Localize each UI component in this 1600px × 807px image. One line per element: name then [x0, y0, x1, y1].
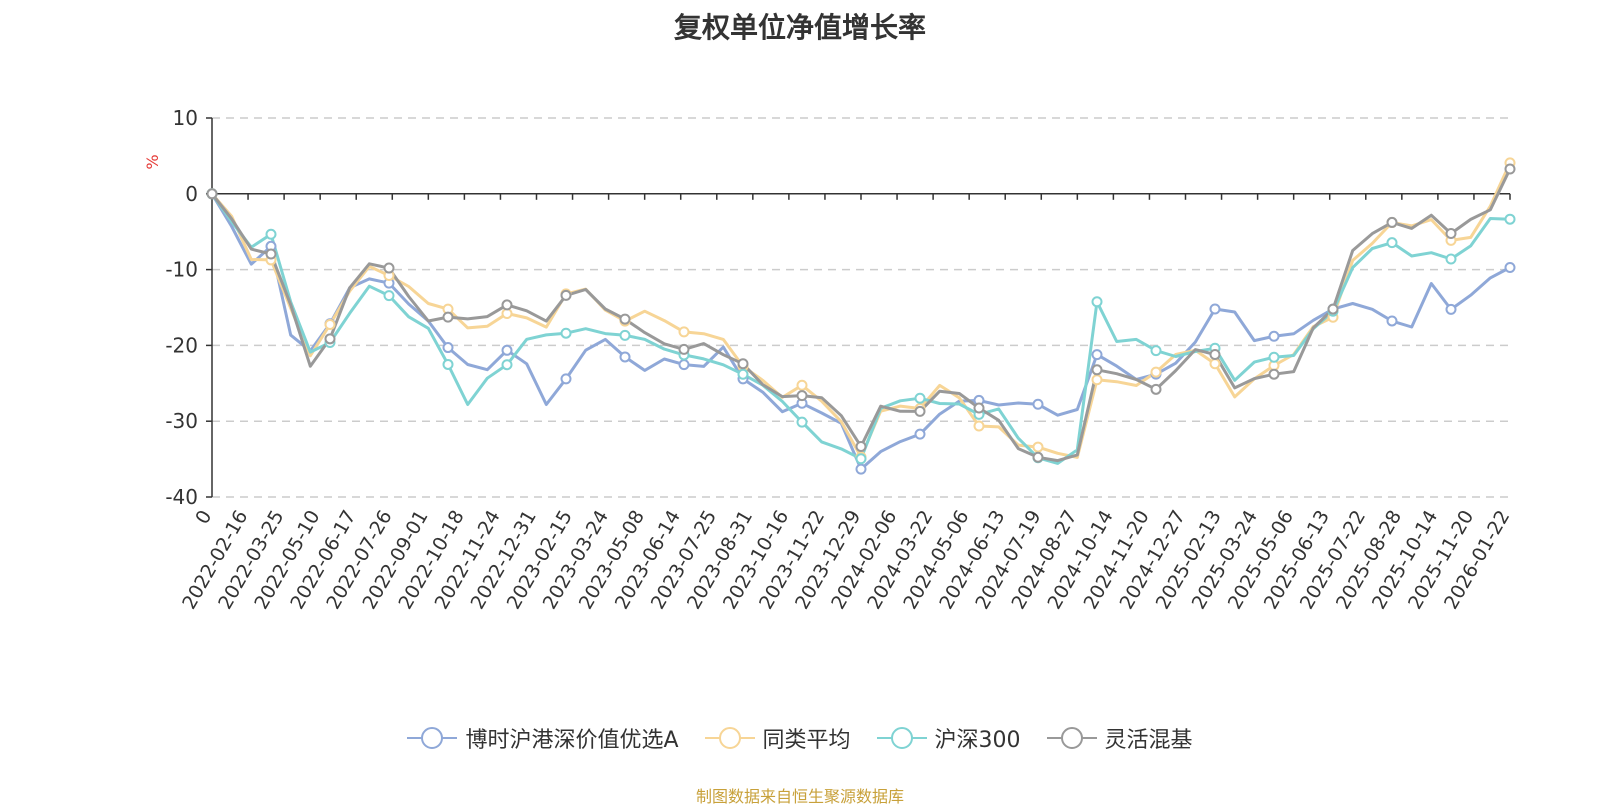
- legend-line-circle-icon: [407, 727, 458, 749]
- legend-label: 沪深300: [934, 728, 1021, 753]
- data-point: [560, 327, 572, 339]
- data-point: [501, 299, 513, 311]
- data-point: [1445, 253, 1457, 265]
- data-point: [737, 358, 749, 370]
- data-point: [678, 326, 690, 338]
- data-point: [855, 440, 867, 452]
- y-tick-label: -30: [165, 409, 198, 433]
- series-line-3: [210, 192, 1511, 465]
- legend-item-4[interactable]: 灵活混基: [1046, 722, 1193, 754]
- data-point: [855, 453, 867, 465]
- data-point: [1268, 368, 1280, 380]
- data-point: [619, 329, 631, 341]
- y-tick-label: -10: [165, 258, 198, 282]
- data-point: [855, 463, 867, 475]
- legend-item-1[interactable]: 博时沪港深价值优选A: [407, 722, 679, 754]
- data-point: [973, 402, 985, 414]
- data-point: [619, 351, 631, 363]
- data-source-note: 制图数据来自恒生聚源数据库: [695, 787, 904, 806]
- data-point: [383, 262, 395, 274]
- data-point: [1327, 303, 1339, 315]
- legend-label: 博时沪港深价值优选A: [465, 728, 679, 753]
- data-point: [265, 228, 277, 240]
- y-tick-label: -40: [165, 485, 198, 509]
- data-point: [1032, 398, 1044, 410]
- legend-item-2[interactable]: 同类平均: [704, 722, 851, 754]
- data-point: [1504, 213, 1516, 225]
- data-point: [501, 359, 513, 371]
- y-tick-label: 0: [185, 182, 198, 206]
- data-point: [914, 428, 926, 440]
- data-point: [973, 420, 985, 432]
- data-point: [501, 344, 513, 356]
- data-point: [1091, 364, 1103, 376]
- data-point: [324, 319, 336, 331]
- data-point: [1268, 330, 1280, 342]
- y-tick-label: -20: [165, 333, 198, 357]
- data-point: [1386, 315, 1398, 327]
- data-point: [1032, 441, 1044, 453]
- data-point: [678, 359, 690, 371]
- legend: 博时沪港深价值优选A 同类平均 沪深300 灵活混基: [0, 722, 1600, 754]
- data-point: [619, 313, 631, 325]
- data-point: [1209, 349, 1221, 361]
- data-point: [560, 373, 572, 385]
- data-point: [1150, 366, 1162, 378]
- legend-line-circle-icon: [1046, 727, 1097, 749]
- series-group: [206, 157, 1516, 475]
- legend-label: 同类平均: [762, 728, 851, 753]
- data-point: [1268, 351, 1280, 363]
- data-point: [1091, 349, 1103, 361]
- data-point: [1209, 303, 1221, 315]
- axes: 100-10-20-30-40%02022-02-162022-03-25202…: [143, 106, 1514, 613]
- data-point: [1032, 451, 1044, 463]
- data-point: [737, 368, 749, 380]
- data-point: [442, 342, 454, 354]
- chart-title: 复权单位净值增长率: [673, 11, 926, 44]
- data-point: [1445, 228, 1457, 240]
- data-point: [442, 311, 454, 323]
- data-point: [796, 390, 808, 402]
- data-point: [1091, 374, 1103, 386]
- data-point: [1504, 163, 1516, 175]
- data-point: [1386, 237, 1398, 249]
- series-line-1: [210, 193, 1511, 471]
- data-point: [324, 333, 336, 345]
- data-point: [914, 392, 926, 404]
- data-point: [560, 289, 572, 301]
- legend-line-circle-icon: [876, 727, 927, 749]
- data-point: [678, 343, 690, 355]
- x-tick-label: 0: [191, 507, 216, 528]
- legend-line-circle-icon: [704, 727, 755, 749]
- data-point: [914, 405, 926, 417]
- legend-label: 灵活混基: [1104, 728, 1193, 753]
- data-point: [265, 248, 277, 260]
- data-point: [1504, 262, 1516, 274]
- legend-item-3[interactable]: 沪深300: [876, 722, 1021, 754]
- data-point: [442, 358, 454, 370]
- data-point: [206, 188, 218, 200]
- data-point: [1091, 296, 1103, 308]
- y-tick-label: 10: [173, 106, 198, 130]
- data-point: [383, 290, 395, 302]
- data-point: [1445, 303, 1457, 315]
- data-point: [1150, 383, 1162, 395]
- data-point: [796, 416, 808, 428]
- data-point: [1209, 358, 1221, 370]
- series-line-2: [210, 162, 1512, 459]
- data-point: [1150, 345, 1162, 357]
- y-unit-label: %: [143, 154, 162, 169]
- grid-lines: [212, 117, 1510, 498]
- data-point: [1386, 216, 1398, 228]
- data-point: [796, 379, 808, 391]
